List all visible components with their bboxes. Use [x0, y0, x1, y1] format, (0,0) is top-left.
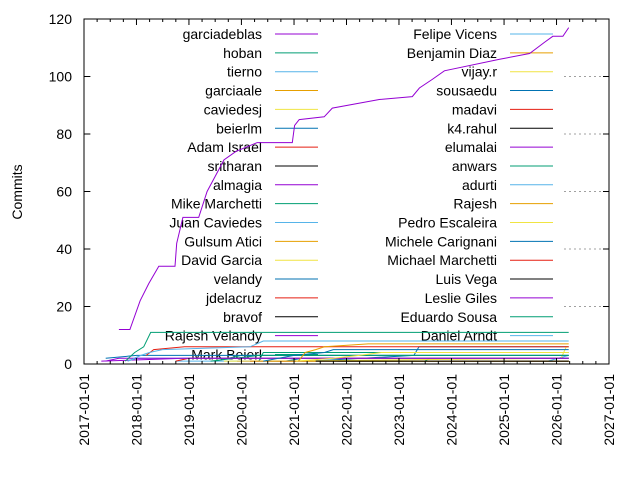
series-line-mike-marchetti: [210, 354, 569, 362]
x-tick-label: 2018-01-01: [128, 374, 144, 446]
legend-label: adurti: [462, 177, 497, 193]
series-line-caviedesj: [295, 352, 569, 362]
legend-label: Michael Marchetti: [387, 252, 497, 268]
x-tick-label: 2027-01-01: [601, 374, 617, 446]
legend-label: k4.rahul: [447, 120, 497, 136]
legend-label: Eduardo Sousa: [400, 309, 497, 325]
x-tick-label: 2022-01-01: [339, 374, 355, 446]
x-tick-label: 2026-01-01: [549, 374, 565, 446]
legend-label: Mike Marchetti: [171, 196, 262, 212]
legend-label: Gulsum Atici: [184, 233, 262, 249]
y-tick-label: 20: [56, 299, 72, 315]
y-tick-label: 100: [49, 69, 73, 85]
series-line-garciaale: [298, 343, 569, 362]
legend-label: Adam Israel: [187, 139, 262, 155]
legend-label: Benjamin Diaz: [407, 45, 497, 61]
x-tick-label: 2019-01-01: [181, 374, 197, 446]
x-tick-label: 2024-01-01: [443, 374, 459, 446]
y-tick-label: 60: [56, 184, 72, 200]
legend-label: hoban: [223, 45, 262, 61]
legend-label: beierlm: [216, 120, 262, 136]
legend-label: Daniel Arndt: [421, 328, 497, 344]
series-line-hoban: [124, 331, 569, 362]
x-tick-label: 2023-01-01: [391, 374, 407, 446]
x-tick-label: 2017-01-01: [76, 374, 92, 446]
legend-label: Rajesh Velandy: [165, 328, 262, 344]
legend-label: garciaale: [205, 83, 262, 99]
legend-label: Juan Caviedes: [169, 215, 262, 231]
legend-label: madavi: [452, 101, 497, 117]
legend-label: anwars: [452, 158, 497, 174]
y-tick-label: 0: [64, 356, 72, 372]
legend-label: almagia: [213, 177, 262, 193]
legend-label: tierno: [227, 64, 262, 80]
legend-label: vijay.r: [461, 64, 497, 80]
legend-label: velandy: [214, 271, 262, 287]
axes: 0 20 40 60 80 100 120 2017-01-01 2018-01-01 2019-…: [49, 11, 617, 446]
legend-label: Leslie Giles: [425, 290, 497, 306]
legend-label: Rajesh: [453, 196, 497, 212]
legend-label: bravof: [223, 309, 262, 325]
x-tick-label: 2021-01-01: [286, 374, 302, 446]
legend-label: garciadeblas: [183, 26, 262, 42]
legend-label: David Garcia: [181, 252, 262, 268]
legend-label: jdelacruz: [205, 290, 262, 306]
series-line-tierno: [127, 340, 569, 362]
legend-label: caviedesj: [204, 101, 262, 117]
legend: garciadeblas hoban tierno garciaale caviedes…: [165, 26, 553, 362]
legend-background: [94, 22, 563, 364]
y-tick-label: 120: [49, 11, 73, 27]
series-line-almagia: [105, 357, 569, 362]
series-line-garciadeblas: [118, 27, 570, 330]
legend-label: Pedro Escaleira: [398, 215, 497, 231]
y-tick-label: 80: [56, 126, 72, 142]
plot-frame: [83, 18, 610, 365]
y-axis-label: Commits: [9, 164, 25, 219]
x-tick-label: 2020-01-01: [233, 374, 249, 446]
legend-label: sousaedu: [436, 83, 497, 99]
x-tick-label: 2025-01-01: [496, 374, 512, 446]
series-line-beierlm: [263, 349, 569, 362]
legend-label: Mark Beierl: [191, 346, 262, 362]
legend-label: elumalai: [445, 139, 497, 155]
legend-label: Michele Carignani: [385, 233, 497, 249]
legend-label: sritharan: [208, 158, 262, 174]
legend-label: Luis Vega: [436, 271, 498, 287]
legend-label: Felipe Vicens: [413, 26, 497, 42]
series-lines: [101, 27, 570, 362]
y-tick-label: 40: [56, 241, 72, 257]
